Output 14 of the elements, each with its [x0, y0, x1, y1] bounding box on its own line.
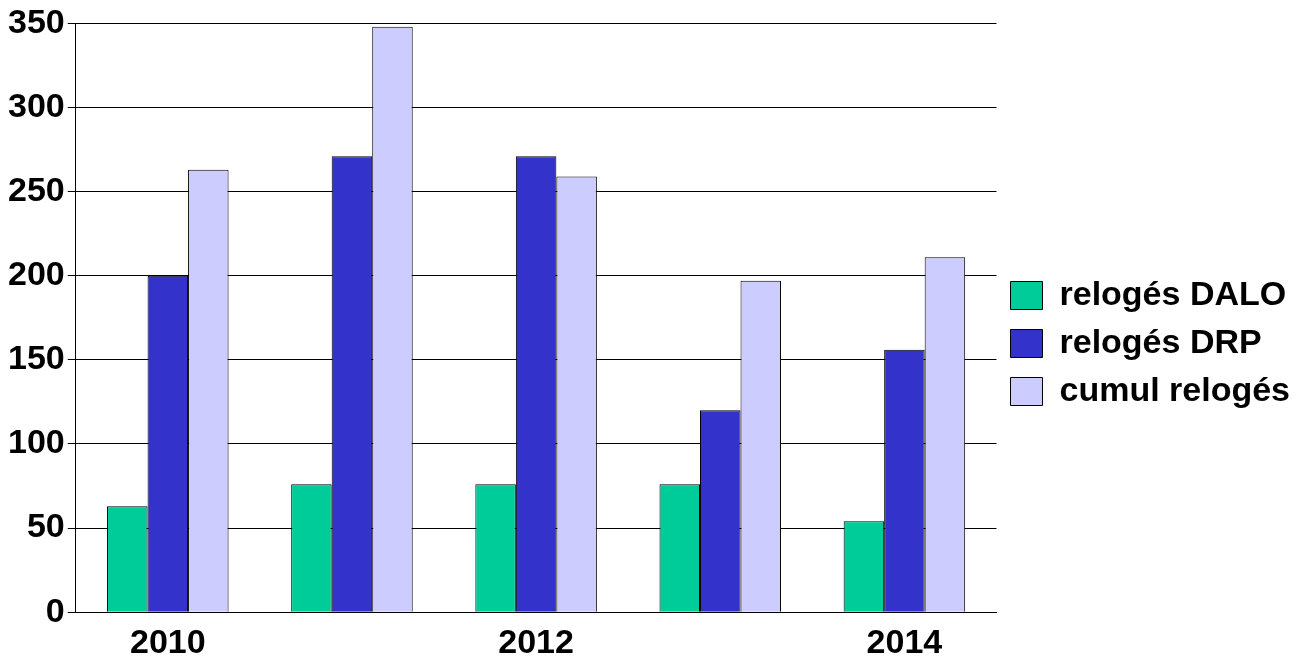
legend-label: relogés DALO	[1059, 273, 1287, 312]
x-tick-label: 2010	[129, 621, 206, 660]
legend-label: relogés DRP	[1059, 321, 1262, 360]
x-tick-label: 2014	[866, 621, 943, 660]
y-tick-label: 150	[7, 338, 65, 377]
y-tick-label: 100	[7, 422, 65, 461]
y-tick-label: 200	[7, 254, 65, 293]
y-tick-label: 50	[26, 506, 65, 545]
x-tick-label: 2012	[498, 621, 574, 660]
y-tick-label: 350	[7, 1, 65, 40]
legend-label: cumul relogés	[1059, 369, 1290, 408]
y-tick-label: 300	[7, 85, 65, 124]
y-tick-label: 250	[7, 170, 65, 208]
y-tick-label: 0	[45, 590, 65, 629]
